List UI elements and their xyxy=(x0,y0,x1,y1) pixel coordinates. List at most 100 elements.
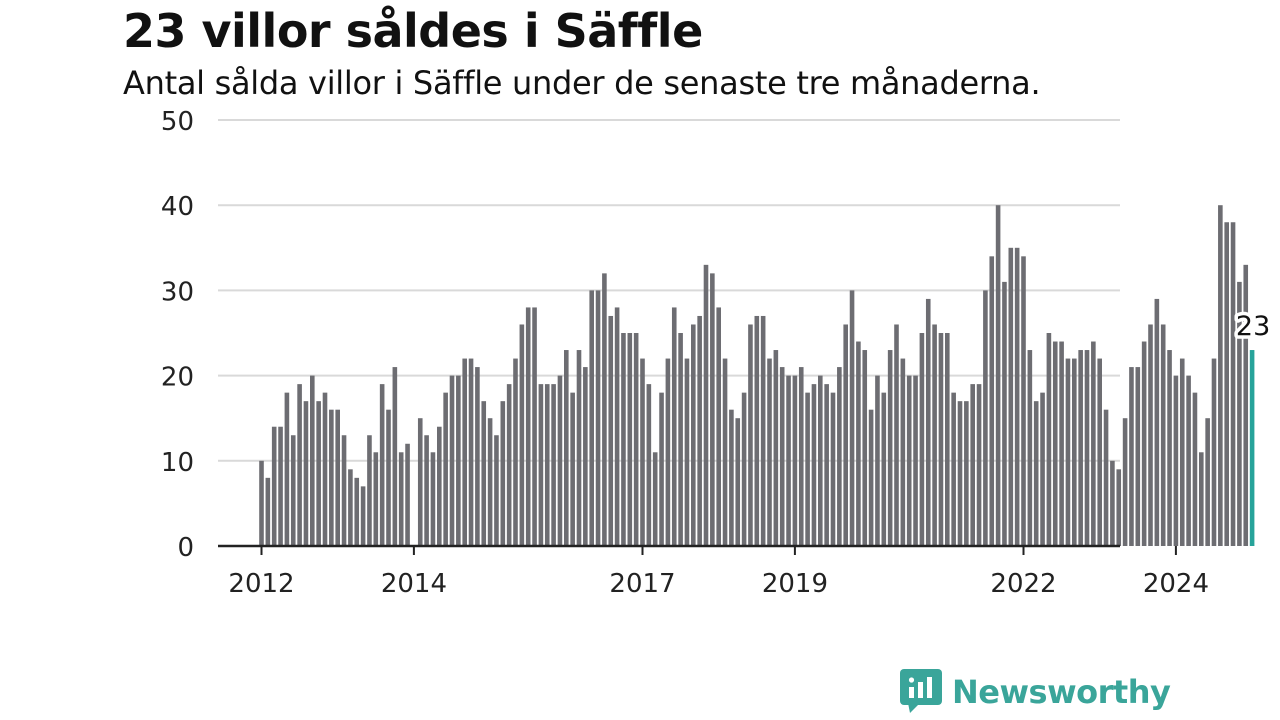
bar xyxy=(398,452,404,546)
bar xyxy=(703,264,709,546)
bar xyxy=(798,367,804,546)
bar xyxy=(862,350,868,546)
bar xyxy=(906,375,912,546)
bar xyxy=(684,358,690,546)
bar xyxy=(1002,281,1007,546)
highlight-data-label: 23 xyxy=(1236,311,1270,342)
bar xyxy=(1014,247,1020,547)
bar xyxy=(665,358,671,546)
bar xyxy=(513,358,518,546)
bar xyxy=(843,324,848,546)
bar xyxy=(1243,264,1249,546)
bar xyxy=(405,443,410,546)
bar xyxy=(754,315,760,546)
bar xyxy=(1154,298,1160,546)
bar xyxy=(430,452,436,546)
bar xyxy=(424,435,429,546)
bar xyxy=(1160,324,1166,546)
bar xyxy=(1167,350,1172,546)
bar xyxy=(1179,358,1185,546)
bar xyxy=(297,384,302,546)
bar xyxy=(462,358,467,546)
bar xyxy=(1046,333,1052,546)
bar xyxy=(1008,247,1014,547)
bar xyxy=(970,384,975,546)
bar xyxy=(932,324,937,546)
bar xyxy=(341,435,347,546)
bar xyxy=(767,358,772,546)
bar xyxy=(487,418,493,546)
y-tick-label: 10 xyxy=(161,448,194,478)
bar xyxy=(1205,418,1210,546)
bar xyxy=(259,460,264,546)
bar xyxy=(392,367,398,546)
bar xyxy=(697,315,702,546)
bar xyxy=(329,409,334,546)
bar xyxy=(1103,409,1109,546)
bar xyxy=(278,426,283,546)
y-tick-label: 20 xyxy=(161,363,194,393)
bar xyxy=(557,375,563,546)
bar xyxy=(716,307,721,546)
bar xyxy=(1148,324,1153,546)
bar xyxy=(710,273,715,546)
bar xyxy=(1040,392,1045,546)
bar xyxy=(265,477,271,546)
x-tick-label: 2024 xyxy=(1143,569,1209,599)
bar xyxy=(640,358,645,546)
bar xyxy=(1224,222,1229,547)
bar xyxy=(290,435,296,546)
bar xyxy=(748,324,753,546)
bar xyxy=(564,350,569,546)
bar xyxy=(1192,392,1198,546)
bar xyxy=(1173,375,1179,546)
y-tick-label: 50 xyxy=(161,107,194,137)
bar xyxy=(1135,367,1141,546)
bar xyxy=(360,486,366,546)
bar xyxy=(945,333,950,546)
bar xyxy=(532,307,537,546)
bar xyxy=(900,358,906,546)
bar xyxy=(335,409,340,546)
bar xyxy=(868,409,874,546)
y-tick-label: 0 xyxy=(177,533,194,563)
bar xyxy=(519,324,525,546)
bar xyxy=(316,401,321,546)
bar xyxy=(741,392,747,546)
bar xyxy=(633,333,639,546)
bar xyxy=(894,324,899,546)
x-tick-label: 2017 xyxy=(609,569,675,599)
bar xyxy=(1091,341,1096,546)
bar xyxy=(475,367,480,546)
bar xyxy=(983,290,988,546)
bar xyxy=(449,375,455,546)
bar xyxy=(538,384,544,546)
bar xyxy=(1122,418,1128,546)
bar xyxy=(652,452,658,546)
y-tick-label: 30 xyxy=(161,277,194,307)
bar xyxy=(322,392,328,546)
bar xyxy=(671,307,677,546)
bar xyxy=(271,426,277,546)
bar xyxy=(303,401,309,546)
bar xyxy=(964,401,969,546)
bar xyxy=(481,401,487,546)
bar xyxy=(525,307,531,546)
bar xyxy=(951,392,956,546)
bar xyxy=(583,367,588,546)
bar xyxy=(735,418,741,546)
bar xyxy=(1237,281,1242,546)
bar xyxy=(576,350,582,546)
bar xyxy=(722,358,728,546)
bar xyxy=(1218,205,1223,546)
bar xyxy=(608,315,614,546)
bar xyxy=(976,384,982,546)
newsworthy-chat-chart-icon xyxy=(900,669,942,713)
bar xyxy=(602,273,607,546)
bar xyxy=(1027,350,1033,546)
bar xyxy=(379,384,385,546)
bar xyxy=(1249,350,1255,546)
newsworthy-logo: Newsworthy xyxy=(900,669,1171,714)
bar xyxy=(284,392,290,546)
bar xyxy=(367,435,372,546)
